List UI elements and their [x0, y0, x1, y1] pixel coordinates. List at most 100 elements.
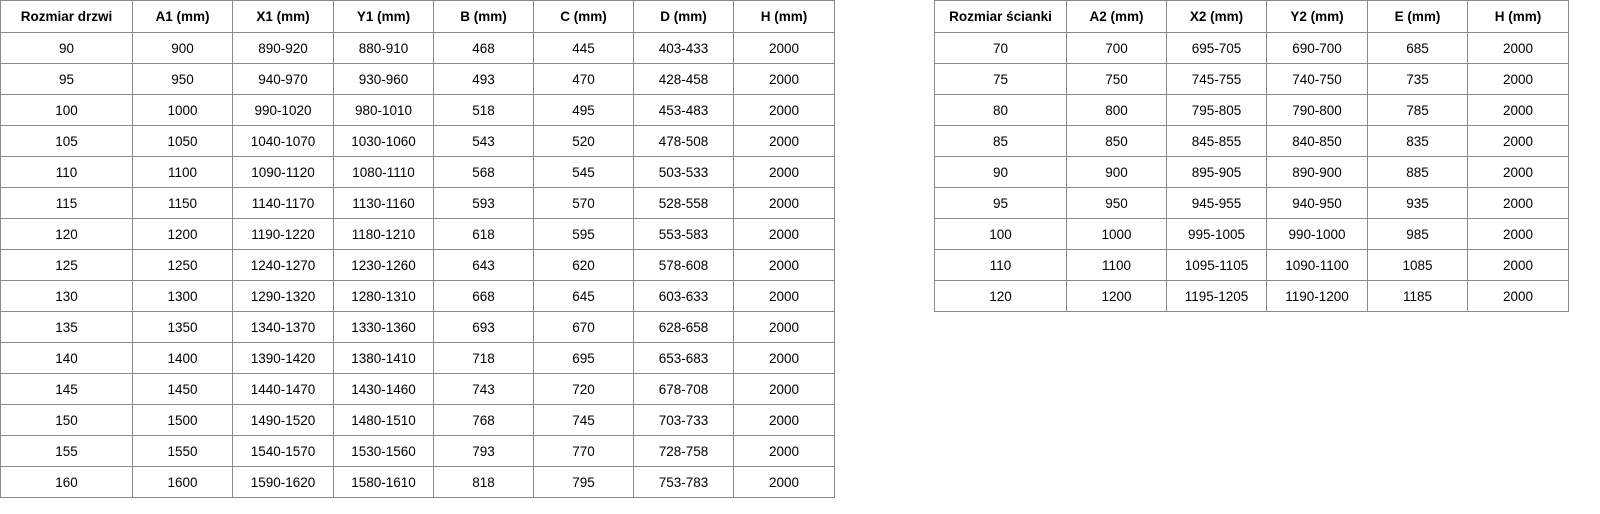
table-cell: 1390-1420	[232, 342, 334, 374]
table-cell: 795-805	[1166, 94, 1267, 126]
table-cell: 595	[533, 218, 634, 250]
table-cell: 2000	[1467, 32, 1569, 64]
table-cell: 935	[1367, 187, 1468, 219]
column-header: D (mm)	[633, 0, 734, 33]
table-cell: 120	[0, 218, 133, 250]
table-cell: 1480-1510	[333, 404, 434, 436]
table-cell: 468	[433, 32, 534, 64]
table-cell: 840-850	[1266, 125, 1368, 157]
table-cell: 115	[0, 187, 133, 219]
table-cell: 85	[934, 125, 1067, 157]
table-row: 145 1450 1440-1470 1430-1460 743 720 678-708 20…	[0, 373, 835, 405]
table-cell: 105	[0, 125, 133, 157]
table-cell: 950	[132, 63, 233, 95]
header-row: Rozmiar drzwi A1 (mm) X1 (mm) Y1 (mm) B (mm)…	[0, 0, 835, 33]
table-cell: 2000	[1467, 94, 1569, 126]
table-cell: 553-583	[633, 218, 734, 250]
table-cell: 895-905	[1166, 156, 1267, 188]
table-row: 100 1000 990-1020 980-1010 518 495 453-483 2000	[0, 94, 835, 126]
table-row: 95 950 945-955 940-950 935 2000	[934, 187, 1569, 219]
table-cell: 885	[1367, 156, 1468, 188]
table-cell: 1090-1100	[1266, 249, 1368, 281]
table-cell: 470	[533, 63, 634, 95]
table-cell: 100	[0, 94, 133, 126]
table-cell: 880-910	[333, 32, 434, 64]
table-row: 70 700 695-705 690-700 685 2000	[934, 32, 1569, 64]
table-cell: 120	[934, 280, 1067, 312]
column-header: X2 (mm)	[1166, 0, 1267, 33]
table-cell: 900	[1066, 156, 1167, 188]
table-cell: 890-920	[232, 32, 334, 64]
table-cell: 1330-1360	[333, 311, 434, 343]
table-cell: 818	[433, 466, 534, 498]
table-cell: 790-800	[1266, 94, 1368, 126]
table-row: 150 1500 1490-1520 1480-1510 768 745 703-733 20…	[0, 404, 835, 436]
table-cell: 2000	[733, 373, 835, 405]
column-header: H (mm)	[733, 0, 835, 33]
table-cell: 545	[533, 156, 634, 188]
table-cell: 1185	[1367, 280, 1468, 312]
table-cell: 678-708	[633, 373, 734, 405]
table-cell: 1450	[132, 373, 233, 405]
table-cell: 2000	[733, 125, 835, 157]
table-cell: 693	[433, 311, 534, 343]
table-cell: 685	[1367, 32, 1468, 64]
table-cell: 80	[934, 94, 1067, 126]
table-cell: 800	[1066, 94, 1167, 126]
table-cell: 1500	[132, 404, 233, 436]
table-cell: 1000	[132, 94, 233, 126]
table-cell: 1140-1170	[232, 187, 334, 219]
table-cell: 990-1000	[1266, 218, 1368, 250]
table-cell: 603-633	[633, 280, 734, 312]
table-row: 130 1300 1290-1320 1280-1310 668 645 603-633 20…	[0, 280, 835, 312]
table-cell: 2000	[1467, 218, 1569, 250]
column-header: B (mm)	[433, 0, 534, 33]
door-size-table: Rozmiar drzwi A1 (mm) X1 (mm) Y1 (mm) B (mm)…	[0, 0, 835, 498]
table-cell: 1190-1220	[232, 218, 334, 250]
table-cell: 478-508	[633, 125, 734, 157]
table-cell: 593	[433, 187, 534, 219]
table-cell: 785	[1367, 94, 1468, 126]
table-cell: 900	[132, 32, 233, 64]
table-cell: 1080-1110	[333, 156, 434, 188]
table-cell: 745	[533, 404, 634, 436]
table-cell: 445	[533, 32, 634, 64]
table-cell: 990-1020	[232, 94, 334, 126]
table-cell: 75	[934, 63, 1067, 95]
table-cell: 1150	[132, 187, 233, 219]
table-cell: 2000	[733, 187, 835, 219]
table-cell: 770	[533, 435, 634, 467]
table-cell: 1280-1310	[333, 280, 434, 312]
table-cell: 1200	[132, 218, 233, 250]
column-header: H (mm)	[1467, 0, 1569, 33]
table-row: 135 1350 1340-1370 1330-1360 693 670 628-658 20…	[0, 311, 835, 343]
column-header: Rozmiar drzwi	[0, 0, 133, 33]
table-cell: 845-855	[1166, 125, 1267, 157]
table-cell: 1250	[132, 249, 233, 281]
table-cell: 703-733	[633, 404, 734, 436]
table-cell: 745-755	[1166, 63, 1267, 95]
table-cell: 2000	[733, 156, 835, 188]
table-row: 110 1100 1095-1105 1090-1100 1085 2000	[934, 249, 1569, 281]
table-cell: 160	[0, 466, 133, 498]
table-cell: 503-533	[633, 156, 734, 188]
table-cell: 695-705	[1166, 32, 1267, 64]
table-cell: 653-683	[633, 342, 734, 374]
table-row: 120 1200 1190-1220 1180-1210 618 595 553-583 20…	[0, 218, 835, 250]
table-cell: 795	[533, 466, 634, 498]
table-cell: 618	[433, 218, 534, 250]
table-cell: 90	[934, 156, 1067, 188]
table-cell: 890-900	[1266, 156, 1368, 188]
table-cell: 985	[1367, 218, 1468, 250]
table-cell: 1190-1200	[1266, 280, 1368, 312]
table-cell: 1550	[132, 435, 233, 467]
table-cell: 100	[934, 218, 1067, 250]
table-cell: 520	[533, 125, 634, 157]
table-cell: 1350	[132, 311, 233, 343]
table-cell: 940-970	[232, 63, 334, 95]
table-cell: 2000	[1467, 249, 1569, 281]
table-cell: 453-483	[633, 94, 734, 126]
table-cell: 1050	[132, 125, 233, 157]
table-cell: 1290-1320	[232, 280, 334, 312]
table-cell: 950	[1066, 187, 1167, 219]
